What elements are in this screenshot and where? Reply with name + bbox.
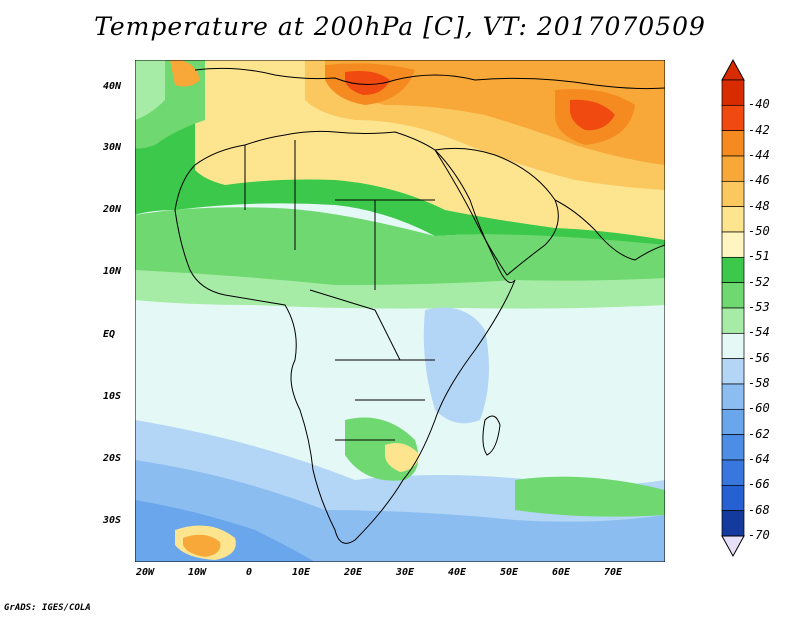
lon-label-0: 0 bbox=[245, 567, 253, 578]
colorbar-swatch bbox=[721, 459, 745, 486]
colorbar-swatch bbox=[721, 434, 745, 461]
lon-label-10e: 10E bbox=[291, 567, 311, 578]
colorbar-label: -52 bbox=[748, 274, 770, 289]
lat-label-10s: 10S bbox=[103, 391, 122, 402]
colorbar-label: -42 bbox=[748, 122, 770, 137]
lon-label-20e: 20E bbox=[343, 567, 363, 578]
colorbar-label: -56 bbox=[748, 350, 770, 365]
lon-label-20w: 20W bbox=[135, 567, 155, 578]
field-patch-iberia bbox=[170, 59, 200, 87]
colorbar-swatch bbox=[721, 180, 745, 208]
colorbar-swatch bbox=[721, 282, 745, 309]
colorbar-swatch bbox=[721, 206, 745, 233]
colorbar-label: -48 bbox=[748, 198, 770, 213]
lon-label-30e: 30E bbox=[395, 567, 415, 578]
lat-label-30n: 30N bbox=[103, 142, 122, 153]
field-band-green-equatorial bbox=[135, 207, 665, 295]
colorbar-label: -64 bbox=[748, 452, 770, 466]
colorbar-label: -44 bbox=[748, 148, 770, 162]
colorbar-swatch bbox=[721, 383, 745, 410]
colorbar-label: -53 bbox=[748, 300, 770, 314]
lat-label-eq: EQ bbox=[103, 329, 116, 340]
colorbar-swatch bbox=[721, 130, 745, 157]
lat-label-40n: 40N bbox=[103, 81, 122, 92]
map-svg bbox=[134, 59, 666, 563]
colorbar-swatch bbox=[721, 332, 745, 360]
map-title: Temperature at 200hPa [C], VT: 201707050… bbox=[94, 12, 706, 41]
europe-coastline bbox=[194, 67, 666, 90]
colorbar-top-arrow bbox=[721, 58, 745, 81]
africa-coastline bbox=[174, 130, 516, 544]
lon-label-60e: 60E bbox=[551, 567, 571, 578]
colorbar-swatch bbox=[721, 104, 745, 132]
lon-label-40e: 40E bbox=[447, 567, 467, 578]
colorbar-label: -50 bbox=[748, 224, 770, 238]
field-patch-balkans bbox=[345, 71, 390, 95]
lat-label-20n: 20N bbox=[103, 204, 122, 215]
colorbar-label: -68 bbox=[748, 502, 770, 517]
colorbar-label: -60 bbox=[748, 401, 770, 416]
field-band-lightgreen-west bbox=[135, 60, 165, 120]
field-patch-eastafrica bbox=[423, 307, 489, 424]
colorbar-label: -58 bbox=[748, 376, 770, 390]
grads-credit: GrADS: IGES/COLA bbox=[4, 603, 91, 613]
india-coastline bbox=[554, 199, 666, 261]
lon-label-50e: 50E bbox=[499, 567, 519, 578]
colorbar-label: -40 bbox=[748, 97, 770, 112]
lat-label-30s: 30S bbox=[103, 515, 122, 526]
lat-label-20s: 20S bbox=[103, 453, 122, 464]
temperature-map bbox=[134, 59, 666, 563]
colorbar-swatch bbox=[721, 408, 745, 436]
colorbar-swatch bbox=[721, 484, 745, 512]
colorbar-swatch bbox=[721, 307, 745, 334]
colorbar-label: -62 bbox=[748, 426, 770, 441]
field-band-green-southindian bbox=[515, 476, 665, 517]
lon-label-10w: 10W bbox=[187, 567, 207, 578]
field-patch-southatlantic-core bbox=[183, 534, 221, 557]
country-borders bbox=[244, 140, 435, 441]
arabia-coastline bbox=[434, 147, 559, 276]
coastlines bbox=[174, 67, 666, 544]
colorbar-label: -66 bbox=[748, 477, 770, 492]
colorbar-bottom-arrow bbox=[721, 535, 745, 558]
field-patch-zimbabwe bbox=[385, 442, 420, 472]
colorbar-swatch bbox=[721, 79, 745, 106]
lat-label-10n: 10N bbox=[103, 266, 122, 277]
colorbar-swatch bbox=[721, 256, 745, 284]
colorbar-label: -51 bbox=[748, 249, 770, 264]
field-band-lightgreen-equatorial bbox=[135, 270, 665, 309]
colorbar-label: -70 bbox=[748, 528, 770, 542]
colorbar bbox=[721, 58, 745, 558]
colorbar-swatch bbox=[721, 155, 745, 182]
colorbar-label: -54 bbox=[748, 325, 770, 340]
madagascar-coastline bbox=[482, 415, 501, 456]
colorbar-label: -46 bbox=[748, 173, 770, 188]
colorbar-swatch bbox=[721, 231, 745, 258]
lon-label-70e: 70E bbox=[603, 567, 623, 578]
field-patch-asia-core bbox=[570, 99, 615, 131]
colorbar-swatch bbox=[721, 358, 745, 385]
colorbar-swatch bbox=[721, 510, 745, 537]
